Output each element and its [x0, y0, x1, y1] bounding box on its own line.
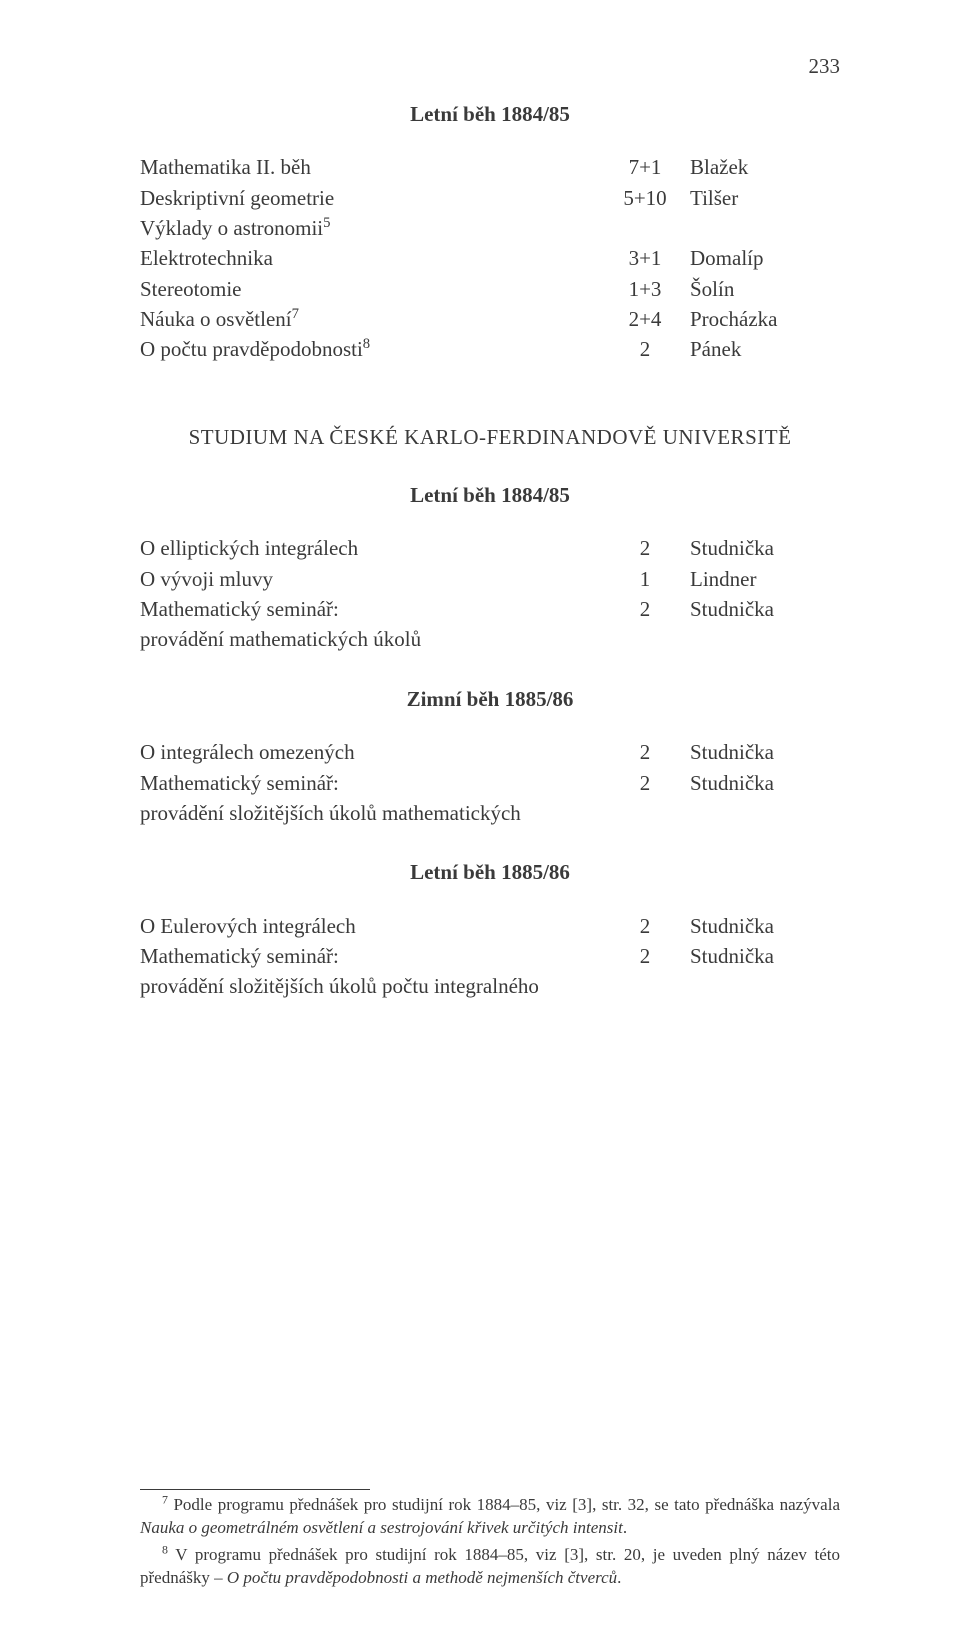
cell-left: Mathematický seminář: [140, 768, 600, 798]
cell-num: 2 [600, 911, 690, 941]
footnote-rule [140, 1489, 370, 1490]
table-row: Mathematika II. běh7+1Blažek [140, 152, 840, 182]
caps-heading: STUDIUM NA ČESKÉ KARLO-FERDINANDOVĚ UNIV… [140, 423, 840, 451]
cell-left: Mathematický seminář: [140, 594, 600, 624]
cell-left: Výklady o astronomii5 [140, 213, 600, 243]
cell-name: Tilšer [690, 183, 840, 213]
cell-name: Lindner [690, 564, 840, 594]
cell-name: Studnička [690, 533, 840, 563]
cell-num: 2 [600, 533, 690, 563]
table-row: Elektrotechnika3+1Domalíp [140, 243, 840, 273]
table-row: Deskriptivní geometrie5+10Tilšer [140, 183, 840, 213]
table-row: O počtu pravděpodobnosti82Pánek [140, 334, 840, 364]
table-row: Mathematický seminář:2Studnička [140, 768, 840, 798]
cell-name: Studnička [690, 594, 840, 624]
heading-sec3: Zimní běh 1885/86 [140, 685, 840, 713]
cell-left: Mathematický seminář: [140, 941, 600, 971]
table-sec3: O integrálech omezených2StudničkaMathema… [140, 737, 840, 828]
cell-left: O počtu pravděpodobnosti8 [140, 334, 600, 364]
cell-left: O elliptických integrálech [140, 533, 600, 563]
cell-left: Stereotomie [140, 274, 600, 304]
table-row: Mathematický seminář:2Studnička [140, 941, 840, 971]
cell-num: 2 [600, 594, 690, 624]
cell-left: provádění mathematických úkolů [140, 624, 600, 654]
cell-left: Deskriptivní geometrie [140, 183, 600, 213]
cell-num [600, 971, 690, 1001]
table-sec1: Mathematika II. běh7+1BlažekDeskriptivní… [140, 152, 840, 364]
table-sec4: O Eulerových integrálech2StudničkaMathem… [140, 911, 840, 1002]
table-sec2: O elliptických integrálech2StudničkaO vý… [140, 533, 840, 654]
cell-num: 2 [600, 941, 690, 971]
cell-name: Studnička [690, 737, 840, 767]
cell-name [690, 624, 840, 654]
page-number: 233 [809, 52, 841, 80]
table-row: Stereotomie1+3Šolín [140, 274, 840, 304]
heading-sec2: Letní běh 1884/85 [140, 481, 840, 509]
heading-sec4: Letní běh 1885/86 [140, 858, 840, 886]
table-row: Mathematický seminář:2Studnička [140, 594, 840, 624]
cell-num: 2 [600, 768, 690, 798]
heading-sec1: Letní běh 1884/85 [140, 100, 840, 128]
cell-left: provádění složitějších úkolů počtu integ… [140, 971, 600, 1001]
footnotes: 7 Podle programu přednášek pro studijní … [140, 1479, 840, 1590]
cell-left: Elektrotechnika [140, 243, 600, 273]
table-row: provádění složitějších úkolů počtu integ… [140, 971, 840, 1001]
cell-num: 2 [600, 737, 690, 767]
cell-num: 1 [600, 564, 690, 594]
cell-name: Studnička [690, 911, 840, 941]
cell-num: 5+10 [600, 183, 690, 213]
table-row: O integrálech omezených2Studnička [140, 737, 840, 767]
table-row: Výklady o astronomii5 [140, 213, 840, 243]
cell-left: Náuka o osvětlení7 [140, 304, 600, 334]
cell-left: Mathematika II. běh [140, 152, 600, 182]
table-row: provádění mathematických úkolů [140, 624, 840, 654]
cell-left: O vývoji mluvy [140, 564, 600, 594]
cell-name: Šolín [690, 274, 840, 304]
footnote-7: 7 Podle programu přednášek pro studijní … [140, 1494, 840, 1540]
cell-left: provádění složitějších úkolů mathematick… [140, 798, 600, 828]
cell-num: 2+4 [600, 304, 690, 334]
table-row: O Eulerových integrálech2Studnička [140, 911, 840, 941]
table-row: provádění složitějších úkolů mathematick… [140, 798, 840, 828]
table-row: O elliptických integrálech2Studnička [140, 533, 840, 563]
footnote-8: 8 V programu přednášek pro studijní rok … [140, 1544, 840, 1590]
cell-num: 3+1 [600, 243, 690, 273]
cell-name: Studnička [690, 768, 840, 798]
cell-name: Domalíp [690, 243, 840, 273]
cell-num: 1+3 [600, 274, 690, 304]
cell-num [600, 624, 690, 654]
cell-name: Pánek [690, 334, 840, 364]
cell-name [690, 971, 840, 1001]
table-row: O vývoji mluvy1Lindner [140, 564, 840, 594]
cell-name [690, 213, 840, 243]
page: 233 Letní běh 1884/85 Mathematika II. bě… [0, 0, 960, 1650]
cell-left: O Eulerových integrálech [140, 911, 600, 941]
cell-name: Blažek [690, 152, 840, 182]
cell-num: 7+1 [600, 152, 690, 182]
cell-left: O integrálech omezených [140, 737, 600, 767]
cell-num [600, 798, 690, 828]
cell-num [600, 213, 690, 243]
cell-num: 2 [600, 334, 690, 364]
cell-name: Procházka [690, 304, 840, 334]
table-row: Náuka o osvětlení72+4Procházka [140, 304, 840, 334]
cell-name: Studnička [690, 941, 840, 971]
cell-name [690, 798, 840, 828]
